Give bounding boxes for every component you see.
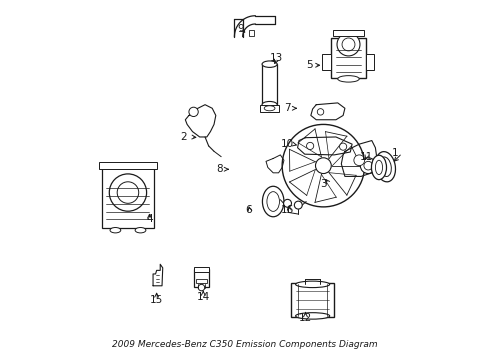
Text: 1: 1 <box>391 148 398 158</box>
Bar <box>333 30 363 36</box>
Ellipse shape <box>294 201 302 209</box>
Circle shape <box>339 143 346 150</box>
Circle shape <box>306 142 313 149</box>
Bar <box>322 54 331 70</box>
Circle shape <box>317 109 323 115</box>
Ellipse shape <box>264 106 274 111</box>
Text: 2: 2 <box>180 132 186 142</box>
Circle shape <box>336 33 359 56</box>
Text: 4: 4 <box>146 215 152 224</box>
Bar <box>259 105 279 112</box>
Text: 10: 10 <box>281 139 293 149</box>
Bar <box>195 279 207 283</box>
Text: 16: 16 <box>280 206 294 216</box>
Bar <box>262 64 277 105</box>
Bar <box>194 267 208 273</box>
Ellipse shape <box>110 228 121 233</box>
Circle shape <box>117 182 139 203</box>
Circle shape <box>353 155 364 166</box>
Circle shape <box>363 161 372 170</box>
Ellipse shape <box>198 284 204 291</box>
Text: 3: 3 <box>320 179 326 189</box>
Circle shape <box>188 107 198 117</box>
Ellipse shape <box>295 281 329 288</box>
Text: 6: 6 <box>244 206 251 216</box>
Bar <box>331 39 365 78</box>
Text: 12: 12 <box>298 313 311 323</box>
Ellipse shape <box>135 228 145 233</box>
Bar <box>290 283 333 317</box>
Circle shape <box>360 158 375 174</box>
Bar <box>194 269 208 287</box>
Ellipse shape <box>337 76 359 82</box>
Circle shape <box>109 174 146 211</box>
Bar <box>102 168 154 228</box>
Polygon shape <box>185 105 215 137</box>
Text: 15: 15 <box>150 295 163 305</box>
Text: 8: 8 <box>216 164 222 174</box>
Polygon shape <box>341 140 376 176</box>
Polygon shape <box>297 137 351 155</box>
Bar <box>365 54 374 70</box>
Ellipse shape <box>283 199 291 207</box>
Polygon shape <box>153 264 163 286</box>
Ellipse shape <box>379 157 390 176</box>
Circle shape <box>341 38 354 51</box>
Ellipse shape <box>375 152 395 182</box>
Text: 2009 Mercedes-Benz C350 Emission Components Diagram: 2009 Mercedes-Benz C350 Emission Compone… <box>111 341 377 350</box>
Ellipse shape <box>262 102 277 108</box>
Ellipse shape <box>295 313 329 319</box>
Bar <box>248 30 254 36</box>
Text: 9: 9 <box>237 24 244 35</box>
Text: 13: 13 <box>269 53 283 63</box>
Ellipse shape <box>371 155 386 180</box>
Bar <box>99 162 156 169</box>
Text: 7: 7 <box>284 103 290 113</box>
Polygon shape <box>310 103 344 120</box>
Text: 5: 5 <box>305 60 312 70</box>
Circle shape <box>315 158 330 174</box>
Polygon shape <box>265 155 284 173</box>
Ellipse shape <box>375 160 382 175</box>
Ellipse shape <box>266 192 279 211</box>
Text: 11: 11 <box>359 152 372 162</box>
Circle shape <box>282 125 364 207</box>
Text: 14: 14 <box>196 292 209 302</box>
Ellipse shape <box>262 61 277 67</box>
Ellipse shape <box>262 186 284 217</box>
